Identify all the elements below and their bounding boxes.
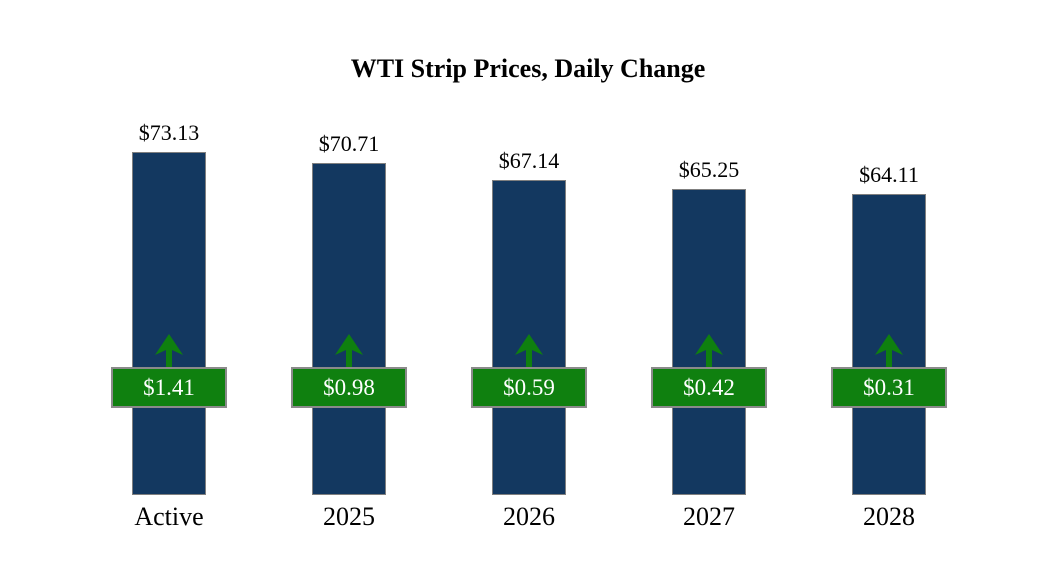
up-arrow-shape [155,334,183,368]
price-label: $65.25 [678,157,740,182]
plot-area: $73.13 $1.41 Active $70.71 $0.98 2025 $67.14 $0… [79,0,979,531]
category-label: 2026 [503,502,555,531]
price-label: $70.71 [318,131,380,156]
price-bar [312,163,386,495]
daily-change-badge: $0.98 [291,367,407,408]
up-arrow-shape [335,334,363,368]
bar-group: $67.14 $0.59 2026 [439,0,619,531]
price-label: $67.14 [498,148,560,173]
bar-group: $70.71 $0.98 2025 [259,0,439,531]
category-label: 2027 [683,502,735,531]
price-bar [132,152,206,495]
up-arrow-shape [515,334,543,368]
daily-change-badge: $1.41 [111,367,227,408]
up-arrow-shape [695,334,723,368]
category-label: Active [134,502,204,531]
bar-group: $65.25 $0.42 2027 [619,0,799,531]
up-arrow-icon [875,334,903,368]
category-label: 2028 [863,502,915,531]
up-arrow-icon [155,334,183,368]
price-label: $64.11 [859,162,919,187]
up-arrow-icon [335,334,363,368]
bar-group: $64.11 $0.31 2028 [799,0,979,531]
price-label: $73.13 [138,120,200,145]
daily-change-badge: $0.59 [471,367,587,408]
daily-change-badge: $0.31 [831,367,947,408]
chart-title: WTI Strip Prices, Daily Change [350,54,706,83]
up-arrow-icon [695,334,723,368]
daily-change-badge: $0.42 [651,367,767,408]
up-arrow-icon [515,334,543,368]
up-arrow-shape [875,334,903,368]
bar-group: $73.13 $1.41 Active [79,0,259,531]
category-label: 2025 [323,502,375,531]
